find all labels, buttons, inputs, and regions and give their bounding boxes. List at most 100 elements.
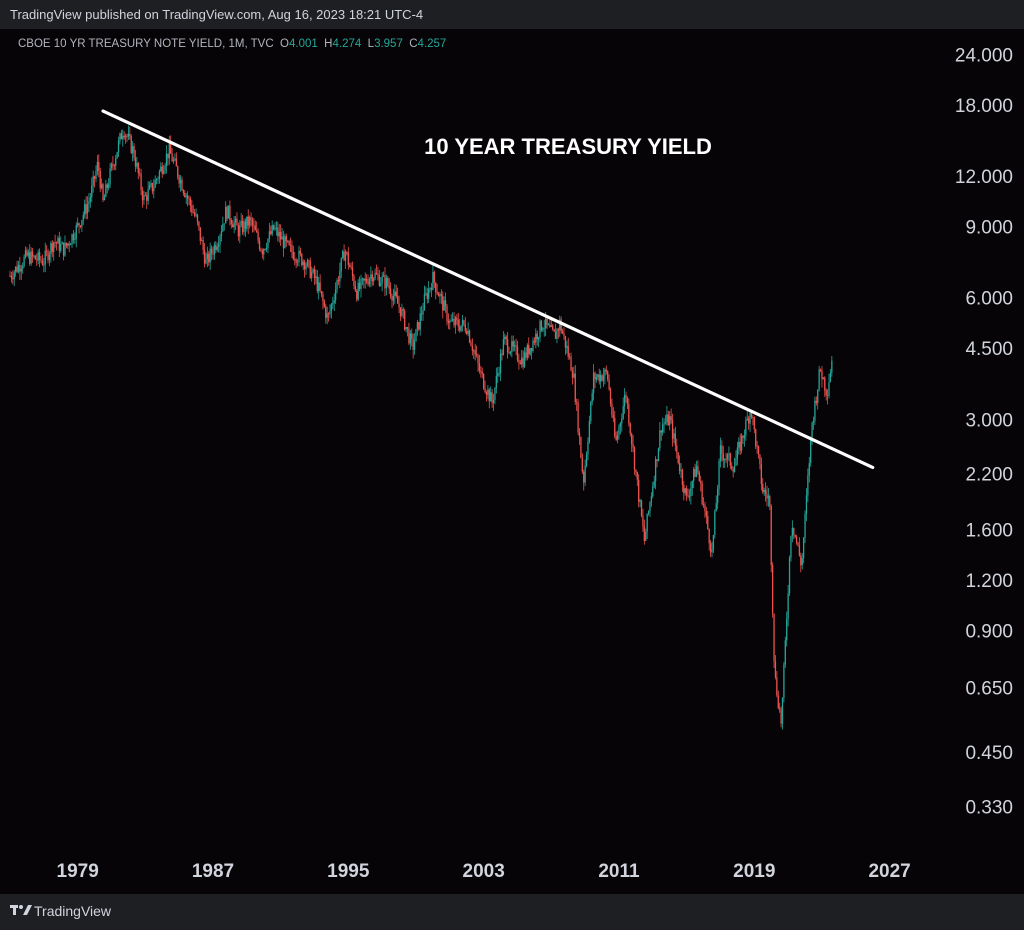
candle-body xyxy=(74,239,76,240)
candle-body xyxy=(619,423,622,427)
close-label: C xyxy=(409,38,418,50)
candle-body xyxy=(65,242,68,246)
time-axis[interactable]: 1979 1987 1995 2003 2011 2019 2027 xyxy=(57,861,911,882)
candle-body xyxy=(189,198,192,206)
candle-body xyxy=(277,227,279,237)
candle-body xyxy=(284,236,286,249)
candle-body xyxy=(319,282,321,292)
chart-panel[interactable]: CBOE 10 YR TREASURY NOTE YIELD, 1M, TVC … xyxy=(0,29,1024,894)
candle-body xyxy=(545,318,547,329)
candle-body xyxy=(645,531,647,542)
candle-body xyxy=(95,171,97,179)
candle-body xyxy=(219,235,221,245)
candle-body xyxy=(739,441,741,451)
candle-body xyxy=(760,464,762,485)
candle-body xyxy=(81,220,83,227)
candle-body xyxy=(473,350,475,352)
candle-body xyxy=(439,294,441,297)
candle-body xyxy=(611,403,613,416)
candle-body xyxy=(800,555,802,566)
candle-body xyxy=(488,389,490,402)
price-axis[interactable]: 24.000 18.000 12.000 9.000 6.000 4.500 3.000 2.… xyxy=(955,46,1013,819)
candle-body xyxy=(303,261,306,270)
candle-body xyxy=(671,420,674,439)
candle-body xyxy=(753,417,755,430)
candle-body xyxy=(757,446,760,455)
candle-body xyxy=(481,371,483,374)
candle-body xyxy=(226,206,228,219)
candle-body xyxy=(491,392,493,403)
candle-body xyxy=(322,294,324,302)
candle-body xyxy=(10,275,13,279)
candle-body xyxy=(420,313,423,315)
candle-body xyxy=(670,416,672,421)
candle-body xyxy=(631,433,633,444)
symbol-legend[interactable]: CBOE 10 YR TREASURY NOTE YIELD, 1M, TVC … xyxy=(18,38,446,50)
candle-body xyxy=(570,356,572,371)
candle-body xyxy=(34,255,37,260)
candle-body xyxy=(752,417,754,419)
resistance-trendline[interactable] xyxy=(101,109,875,470)
candle-body xyxy=(604,369,606,376)
candle-body xyxy=(742,435,744,438)
candle-body xyxy=(770,505,772,566)
candle-body xyxy=(528,344,530,355)
candle-body xyxy=(96,161,99,172)
candle-body xyxy=(662,424,664,433)
candle-body xyxy=(301,253,303,265)
candle-body xyxy=(131,146,134,153)
candle-body xyxy=(529,348,531,355)
candle-body xyxy=(601,375,603,381)
candle-body xyxy=(254,225,256,231)
candle-body xyxy=(740,435,743,451)
candle-body xyxy=(260,248,262,251)
candle-body xyxy=(743,434,746,438)
candle-body xyxy=(389,288,392,296)
candle-body xyxy=(708,529,710,544)
candle-body xyxy=(587,441,589,455)
candle-body xyxy=(373,278,375,282)
candle-body xyxy=(147,189,149,201)
candle-body xyxy=(446,306,448,322)
candle-body xyxy=(160,166,162,172)
candle-body xyxy=(256,230,258,233)
candle-body xyxy=(543,328,545,329)
candle-body xyxy=(385,278,388,289)
candle-body xyxy=(663,423,665,425)
y-tick-label: 1.200 xyxy=(965,571,1013,592)
candle-body xyxy=(687,495,689,497)
candle-body xyxy=(470,342,472,346)
candle-body xyxy=(261,250,263,255)
candles-layer xyxy=(9,125,833,730)
candle-body xyxy=(791,527,794,537)
candle-body xyxy=(295,259,297,263)
price-chart[interactable]: 24.000 18.000 12.000 9.000 6.000 4.500 3.000 2.… xyxy=(0,29,1024,894)
candle-body xyxy=(621,418,623,424)
candle-body xyxy=(532,340,534,351)
candle-body xyxy=(122,135,124,140)
candle-body xyxy=(213,244,216,255)
y-tick-label: 0.450 xyxy=(965,743,1013,764)
candle-body xyxy=(425,293,427,295)
candle-body xyxy=(802,538,805,559)
candle-body xyxy=(612,415,614,418)
candle-body xyxy=(343,251,345,261)
candle-body xyxy=(764,489,767,495)
candle-body xyxy=(267,238,269,248)
candle-body xyxy=(422,310,424,315)
candle-body xyxy=(333,300,335,303)
candle-body xyxy=(78,223,80,226)
candle-body xyxy=(298,250,300,262)
candle-body xyxy=(556,329,558,339)
candle-body xyxy=(136,163,138,167)
candle-body xyxy=(151,183,154,192)
candle-body xyxy=(457,320,459,327)
candle-body xyxy=(402,309,404,311)
candle-body xyxy=(447,321,450,323)
candle-body xyxy=(368,278,371,285)
candle-body xyxy=(499,353,502,374)
candle-body xyxy=(150,183,152,186)
candle-body xyxy=(591,393,593,402)
candle-body xyxy=(605,369,607,372)
candle-body xyxy=(767,496,770,499)
